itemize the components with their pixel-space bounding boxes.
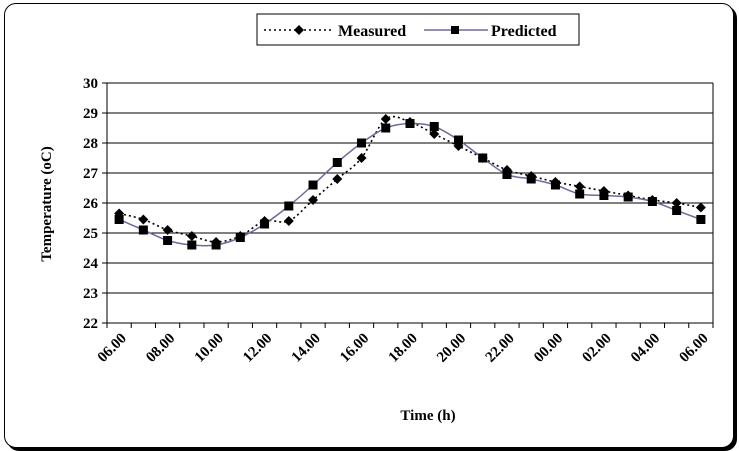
data-point-measured xyxy=(695,202,706,213)
series-line-measured xyxy=(118,115,702,243)
data-point-predicted xyxy=(114,215,124,224)
x-tick-label: 16.00 xyxy=(337,331,372,366)
axes-layer: 22 23 24 25 26 27 28 29 30 06.00 08.00 10.00 12.00 14… xyxy=(83,76,714,366)
y-tick-label: 30 xyxy=(83,76,98,92)
data-point-predicted xyxy=(235,233,245,242)
series-layer xyxy=(114,114,706,250)
legend-measured-label: Measured xyxy=(338,23,406,40)
x-axis-title: Time (h) xyxy=(400,408,455,424)
y-tick-label: 28 xyxy=(83,136,98,152)
data-point-predicted xyxy=(211,240,221,250)
data-point-predicted xyxy=(284,201,294,211)
grid-layer xyxy=(107,82,713,294)
y-tick-label: 22 xyxy=(83,316,98,332)
data-point-predicted xyxy=(187,240,197,250)
data-point-measured xyxy=(429,129,440,139)
data-point-predicted xyxy=(502,170,512,179)
data-point-predicted xyxy=(138,225,148,235)
x-tick-label: 08.00 xyxy=(143,331,178,366)
x-tick-label: 04.00 xyxy=(628,331,663,366)
y-tick-label: 29 xyxy=(83,106,98,122)
chart-frame xyxy=(4,3,734,448)
data-point-measured xyxy=(356,153,367,163)
y-tick-label: 27 xyxy=(83,166,99,182)
x-tick-label: 22.00 xyxy=(483,331,518,366)
x-tick-label: 20.00 xyxy=(434,331,469,366)
data-point-predicted xyxy=(381,123,391,133)
data-point-predicted xyxy=(405,119,415,128)
series-line-predicted xyxy=(118,122,702,247)
data-point-measured xyxy=(283,216,294,226)
data-point-predicted xyxy=(332,158,342,167)
x-tick-label: 12.00 xyxy=(240,331,275,366)
data-point-measured xyxy=(186,231,197,241)
data-point-measured xyxy=(162,225,173,235)
data-point-predicted xyxy=(696,215,706,224)
y-tick-label: 24 xyxy=(83,256,99,272)
data-point-predicted xyxy=(599,191,609,200)
data-point-predicted xyxy=(623,192,633,202)
data-point-predicted xyxy=(260,219,270,229)
data-point-predicted xyxy=(526,174,536,184)
x-tick-label: 06.00 xyxy=(677,331,712,366)
x-tick-label: 18.00 xyxy=(386,331,421,366)
y-axis-title: Temperature (oC) xyxy=(39,146,55,261)
data-point-predicted xyxy=(357,138,367,148)
data-point-measured xyxy=(671,198,682,208)
data-point-predicted xyxy=(429,122,439,131)
legend-predicted-label: Predicted xyxy=(491,23,557,40)
legend: Measured Predicted xyxy=(256,13,580,46)
data-point-predicted xyxy=(672,206,682,215)
data-point-predicted xyxy=(163,236,173,245)
data-point-predicted xyxy=(575,189,585,199)
x-tick-label: 00.00 xyxy=(531,331,566,366)
data-point-measured xyxy=(380,114,391,124)
x-tick-label: 02.00 xyxy=(580,331,615,366)
legend-predicted-marker xyxy=(451,26,459,34)
x-tick-label: 14.00 xyxy=(289,331,324,366)
data-point-predicted xyxy=(453,135,463,145)
data-point-predicted xyxy=(478,153,488,163)
y-tick-label: 25 xyxy=(83,226,98,242)
y-tick-label: 23 xyxy=(83,286,98,302)
data-point-measured xyxy=(138,214,149,225)
data-point-predicted xyxy=(647,197,657,206)
data-point-measured xyxy=(574,181,585,192)
y-tick-label: 26 xyxy=(83,196,99,212)
data-point-predicted xyxy=(550,180,560,190)
data-point-measured xyxy=(332,174,343,184)
legend-measured-marker xyxy=(294,25,304,35)
data-point-predicted xyxy=(308,180,318,190)
data-point-measured xyxy=(308,195,319,205)
x-tick-label: 06.00 xyxy=(95,331,130,366)
x-tick-label: 10.00 xyxy=(192,331,227,366)
